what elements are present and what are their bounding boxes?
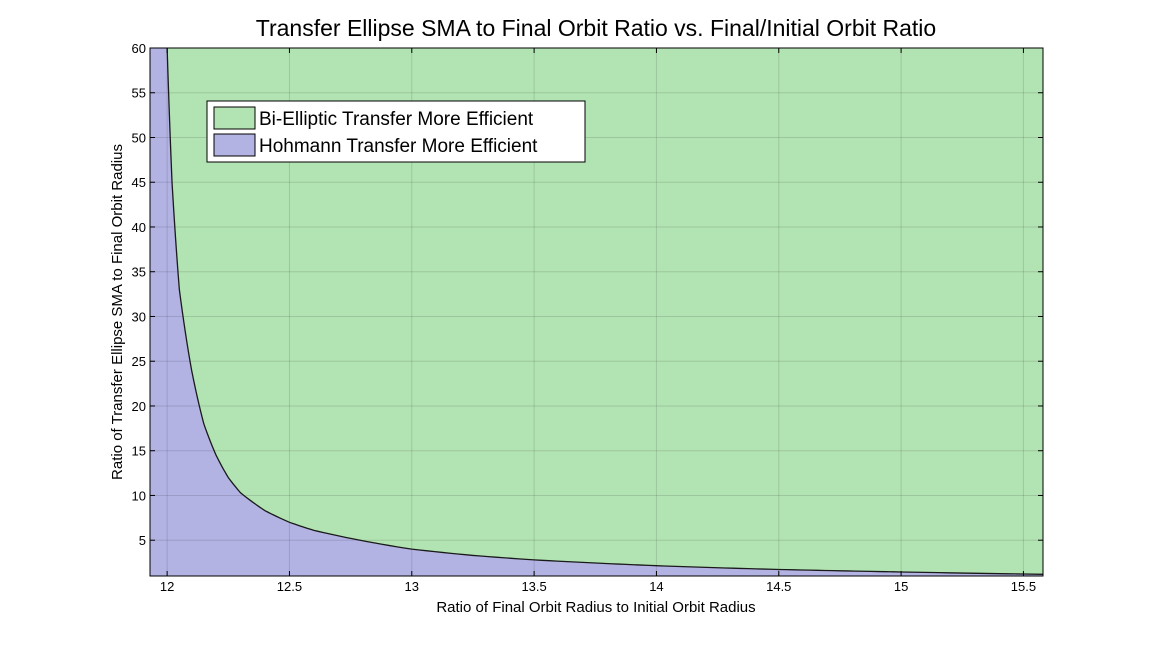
legend: Bi-Elliptic Transfer More Efficient Hohma… [206,100,586,163]
y-tick-label: 60 [132,41,146,56]
y-tick-label: 5 [139,533,146,548]
x-tick-label: 15 [894,579,908,594]
x-tick-label: 13 [405,579,419,594]
y-tick-label: 15 [132,444,146,459]
y-tick-label: 40 [132,220,146,235]
axes-box [149,47,1044,577]
x-tick-label: 14 [649,579,663,594]
y-tick-label: 45 [132,175,146,190]
plot-area: 12 12.5 13 13.5 14 14.5 15 15.5 5 10 15 20 25 30 35 40 4… [132,41,1044,594]
x-axis-label: Ratio of Final Orbit Radius to Initial O… [436,599,755,616]
legend-box [206,100,586,163]
y-tick-label: 50 [132,130,146,145]
y-tick-label: 30 [132,309,146,324]
y-axis-label: Ratio of Transfer Ellipse SMA to Final O… [109,144,126,480]
x-tick-label: 12.5 [277,579,302,594]
region-hohmann [150,48,1043,576]
x-tick-label: 15.5 [1011,579,1036,594]
legend-swatch [213,133,256,157]
x-tick-label: 13.5 [521,579,546,594]
legend-swatch [213,106,256,130]
x-tick-label: 14.5 [766,579,791,594]
y-tick-label: 25 [132,354,146,369]
legend-label: Hohmann Transfer More Efficient [259,136,538,157]
y-tick-label: 20 [132,399,146,414]
y-tick-label: 55 [132,86,146,101]
x-tick-label: 12 [160,579,174,594]
y-tick-label: 10 [132,488,146,503]
legend-label: Bi-Elliptic Transfer More Efficient [259,109,534,130]
boundary-curve [166,47,1044,575]
chart-title: Transfer Ellipse SMA to Final Orbit Rati… [256,15,936,41]
y-tick-label: 35 [132,265,146,280]
